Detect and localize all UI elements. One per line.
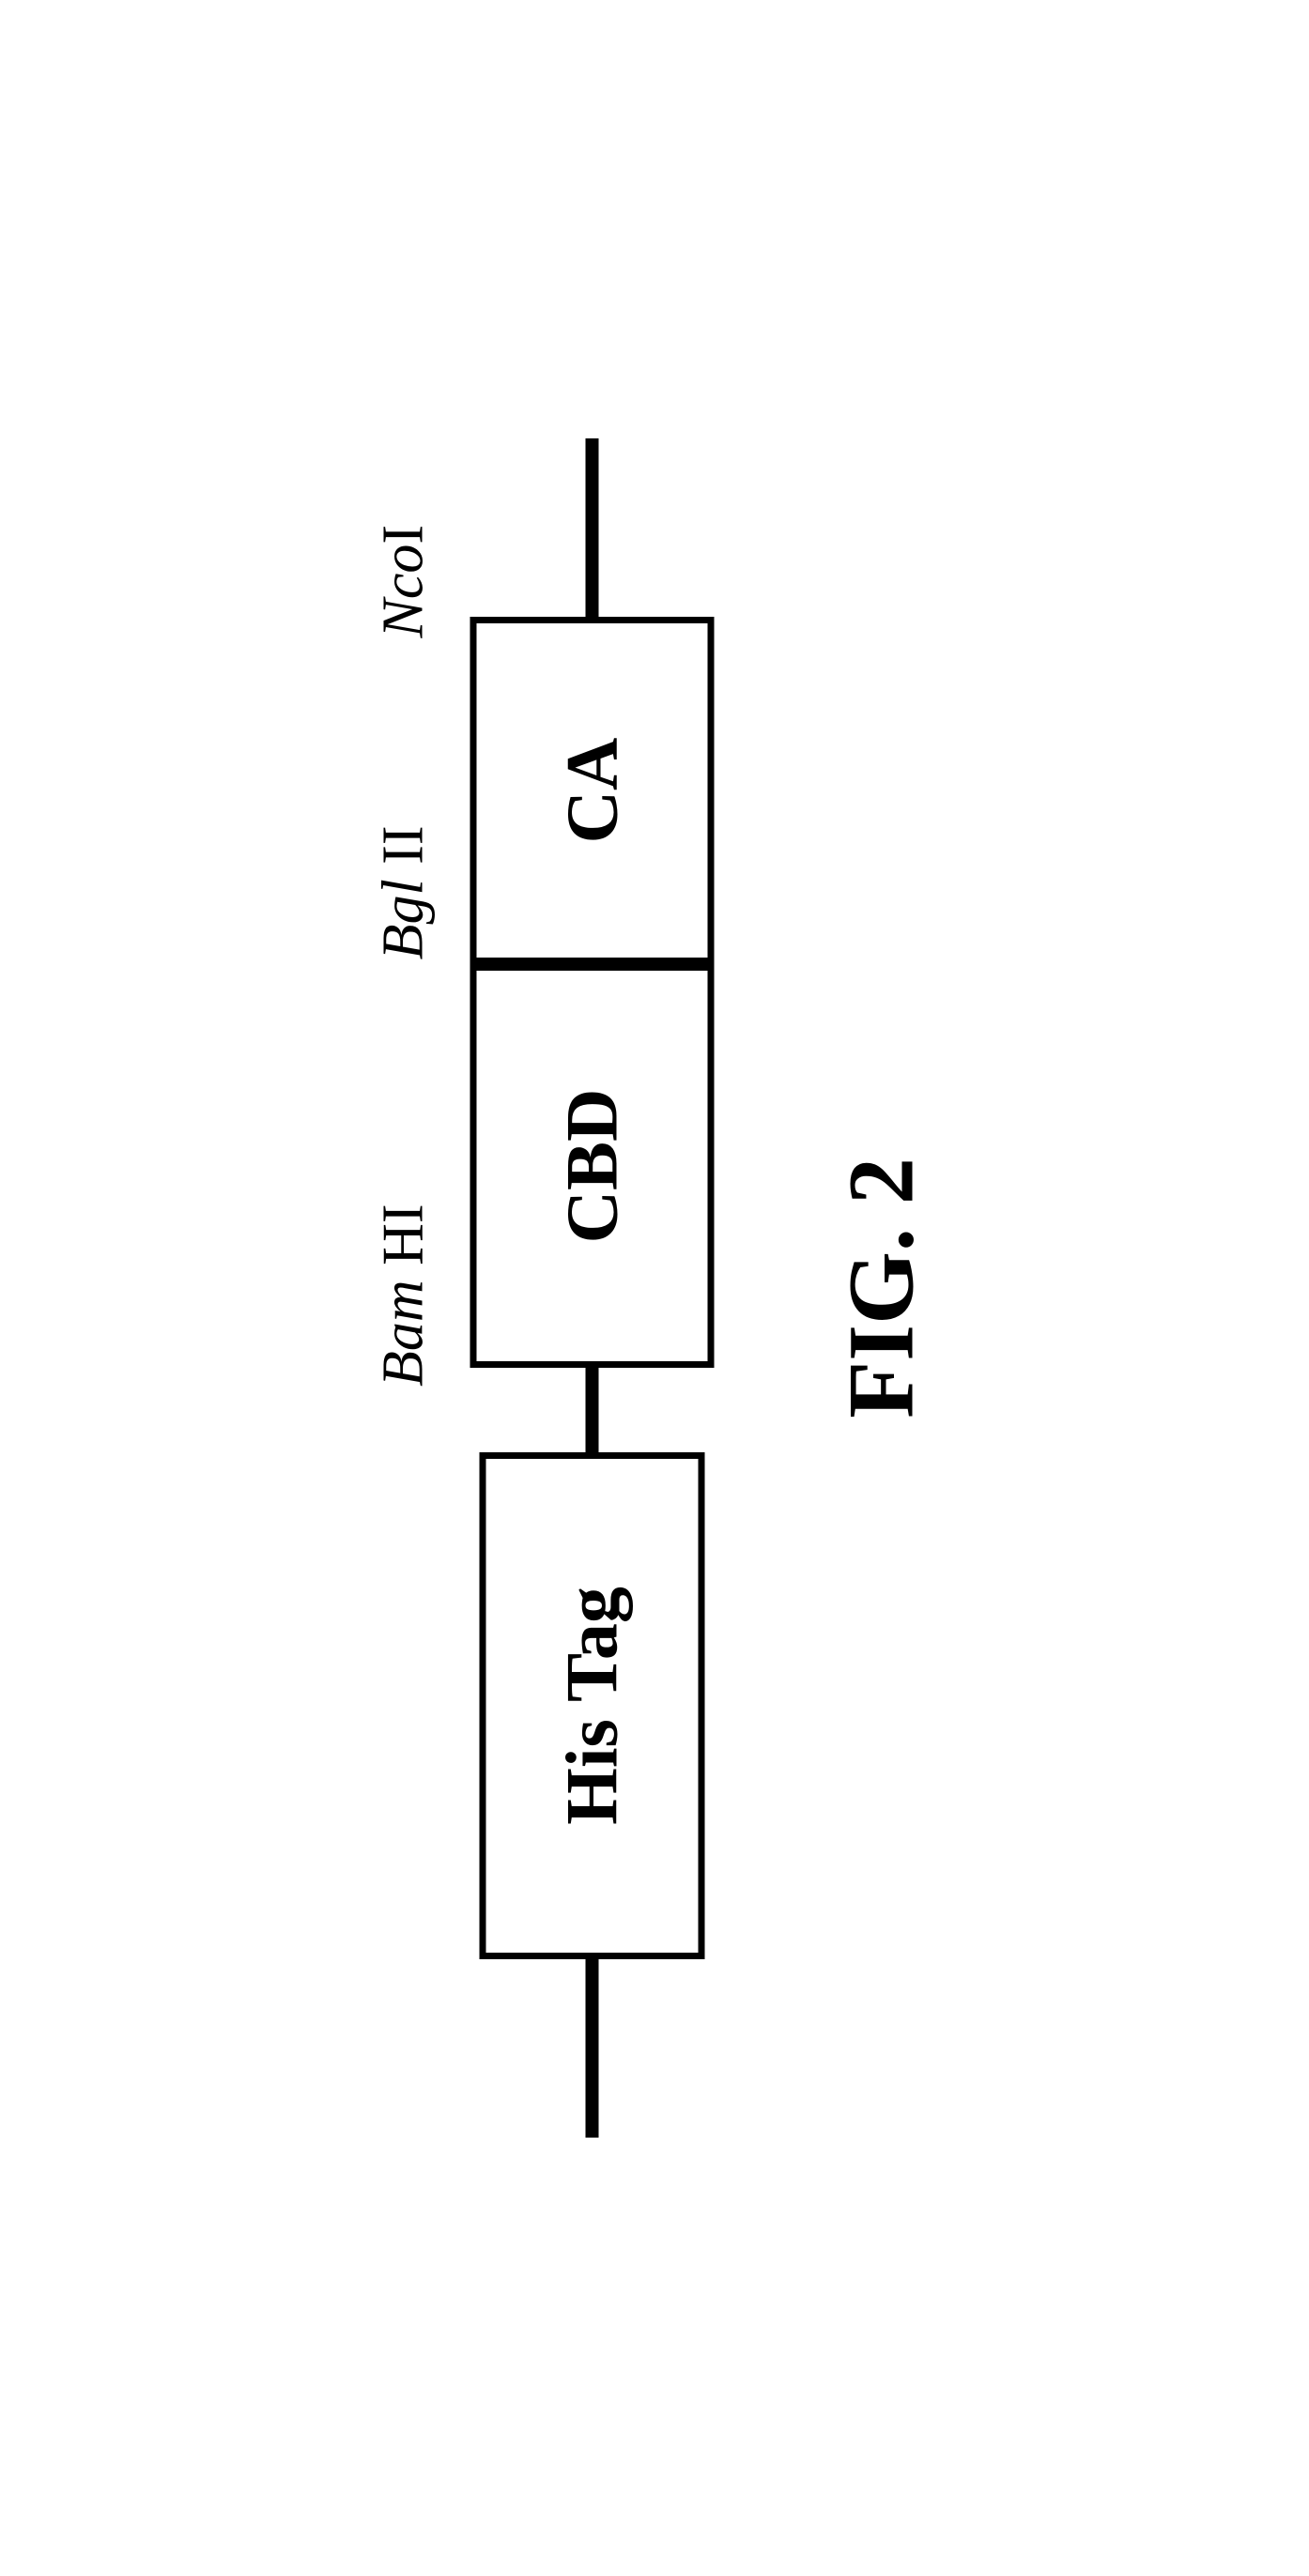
linker — [586, 1368, 599, 1452]
box-cbd: CBD — [470, 964, 715, 1368]
restriction-site-labels: Bam HI Bgl II NcoI — [375, 438, 433, 2138]
box-ca: CA — [470, 617, 715, 964]
restriction-site-bglii-italic: Bgl — [372, 879, 436, 959]
figure-caption: FIG. 2 — [827, 438, 935, 2138]
construct-row: His Tag CBD CA — [470, 438, 715, 2138]
restriction-site-bglii: Bgl II — [375, 826, 433, 960]
restriction-site-bamhi-roman: HI — [372, 1204, 436, 1280]
box-cbd-label: CBD — [550, 1089, 635, 1244]
backbone-right — [586, 438, 599, 617]
restriction-site-ncoi-roman: I — [372, 525, 436, 544]
box-his-tag-label: His Tag — [550, 1587, 635, 1825]
restriction-site-ncoi-italic: Nco — [372, 544, 436, 638]
restriction-site-ncoi: NcoI — [375, 525, 433, 638]
restriction-site-bamhi: Bam HI — [375, 1204, 433, 1387]
figure-canvas: Bam HI Bgl II NcoI His Tag CBD CA FIG. 2 — [0, 0, 1309, 2576]
box-his-tag: His Tag — [480, 1452, 705, 1959]
restriction-site-bamhi-italic: Bam — [372, 1280, 436, 1387]
box-ca-label: CA — [550, 738, 635, 844]
diagram-wrapper: Bam HI Bgl II NcoI His Tag CBD CA FIG. 2 — [375, 438, 935, 2138]
backbone-left — [586, 1959, 599, 2138]
restriction-site-bglii-roman: II — [372, 826, 436, 880]
